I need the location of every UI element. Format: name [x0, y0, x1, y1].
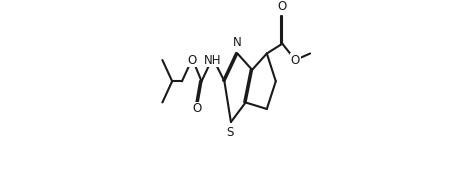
- Text: S: S: [227, 126, 234, 139]
- Text: O: O: [187, 54, 196, 67]
- Text: O: O: [278, 0, 287, 13]
- Text: O: O: [192, 102, 201, 115]
- Text: O: O: [291, 54, 300, 67]
- Text: NH: NH: [204, 54, 222, 67]
- Text: N: N: [233, 36, 242, 49]
